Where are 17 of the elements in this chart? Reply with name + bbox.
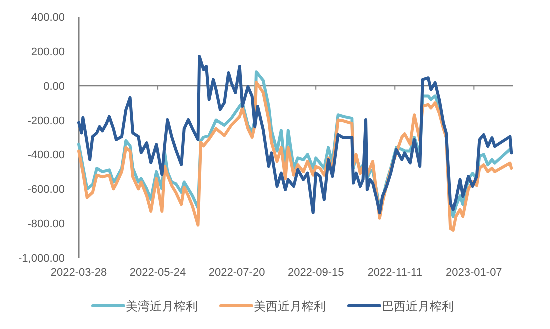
y-tick-label: 400.00 [31, 12, 65, 24]
legend-label: 美西近月榨利 [254, 300, 326, 314]
y-tick-label: -800.00 [28, 218, 65, 231]
legend-label: 巴西近月榨利 [382, 300, 454, 314]
y-tick-label: -1,000.00 [18, 253, 65, 265]
y-tick-label: -600.00 [28, 184, 65, 196]
x-tick-label: 2022-07-20 [208, 267, 266, 279]
legend-label: 美湾近月榨利 [126, 300, 198, 314]
y-tick-label: -400.00 [28, 150, 65, 162]
y-tick-label: 0.00 [44, 80, 65, 93]
x-tick-label: 2022-09-15 [288, 267, 344, 279]
x-tick-label: 2023-01-07 [446, 267, 502, 279]
x-tick-label: 2022-05-24 [130, 267, 186, 279]
x-tick-label: 2022-11-11 [368, 267, 422, 279]
y-tick-label: -200.00 [28, 115, 65, 128]
x-tick-label: 2022-03-28 [50, 267, 108, 279]
y-tick-label: 200.00 [31, 46, 65, 58]
